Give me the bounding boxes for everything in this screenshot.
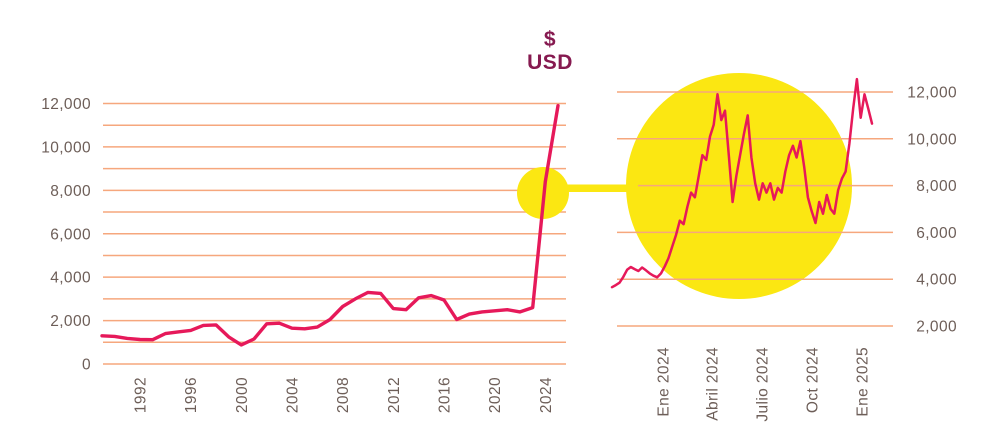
zoom-x-axis-labels: Ene 2024 Abril 2024 Julio 2024 Oct 2024 Ene … xyxy=(655,347,871,422)
y-tick-label: 6,000 xyxy=(916,225,957,242)
y-tick-label: 2,000 xyxy=(916,319,957,336)
x-tick-label: Ene 2024 xyxy=(655,347,672,417)
x-tick-label: 2020 xyxy=(487,377,504,413)
y-tick-label: 12,000 xyxy=(907,85,957,102)
zoom-price-line xyxy=(610,77,874,289)
y-tick-label: 2,000 xyxy=(50,313,91,330)
x-tick-label: 2000 xyxy=(234,377,251,413)
x-tick-label: 2004 xyxy=(285,377,302,413)
x-tick-label: Oct 2024 xyxy=(804,347,821,413)
historical-y-axis-labels: 0 2,000 4,000 6,000 8,000 10,000 12,000 xyxy=(41,96,91,374)
y-tick-label: 8,000 xyxy=(50,183,91,200)
y-tick-label: 4,000 xyxy=(916,272,957,289)
x-tick-label: 1996 xyxy=(183,377,200,413)
y-tick-label: 0 xyxy=(82,357,91,374)
historical-x-axis-labels: 1992 1996 2000 2004 2008 2012 2016 2020 2024 xyxy=(133,377,555,413)
y-tick-label: 10,000 xyxy=(41,139,91,156)
zoom-y-axis-labels: 2,000 4,000 6,000 8,000 10,000 12,000 xyxy=(907,85,957,336)
y-tick-label: 8,000 xyxy=(916,178,957,195)
usd-axis-title: $ USD xyxy=(503,28,597,74)
y-tick-label: 6,000 xyxy=(50,226,91,243)
x-tick-label: 2012 xyxy=(386,377,403,413)
x-tick-label: 1992 xyxy=(133,377,150,413)
highlight-connector-line xyxy=(545,184,638,192)
y-tick-label: 10,000 xyxy=(907,131,957,148)
x-tick-label: 2008 xyxy=(335,377,352,413)
y-tick-label: 4,000 xyxy=(50,270,91,287)
x-tick-label: 2016 xyxy=(437,377,454,413)
x-tick-label: 2024 xyxy=(538,377,555,413)
usd-axis-title-symbol: $ xyxy=(543,28,557,51)
x-tick-label: Ene 2025 xyxy=(855,347,872,417)
x-tick-label: Abril 2024 xyxy=(705,347,722,421)
y-tick-label: 12,000 xyxy=(41,96,91,113)
historical-chart-grid xyxy=(103,102,566,365)
x-tick-label: Julio 2024 xyxy=(755,347,772,422)
historical-price-line xyxy=(100,103,560,347)
usd-axis-title-currency: USD xyxy=(527,51,573,74)
